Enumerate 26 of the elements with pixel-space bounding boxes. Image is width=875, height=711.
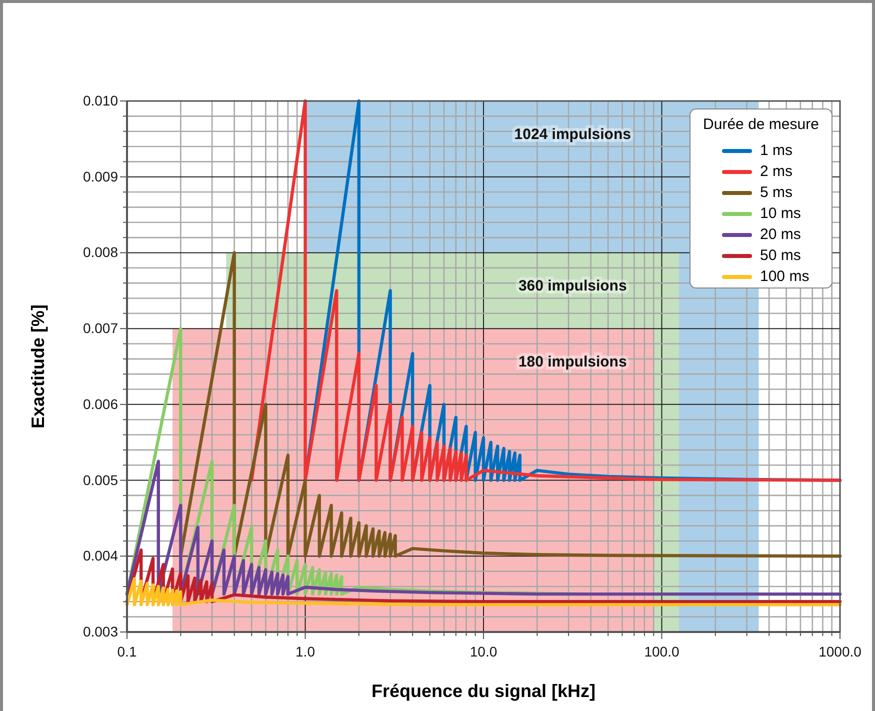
series-label: 360 impulsions: [518, 278, 627, 295]
legend-label: 50 ms: [760, 246, 801, 264]
x-tick-label: 1.0: [296, 643, 316, 660]
x-tick-label: 1000.0: [818, 643, 862, 660]
legend-label: 5 ms: [760, 184, 793, 201]
legend-label: 100 ms: [760, 268, 810, 285]
y-tick-label: 0.007: [82, 320, 118, 336]
series-label: 1024 impulsions: [514, 126, 631, 143]
x-tick-label: 0.1: [117, 643, 137, 660]
x-axis-title: Fréquence du signal [kHz]: [371, 681, 596, 701]
y-tick-label: 0.005: [82, 472, 118, 488]
x-tick-label: 10.0: [470, 643, 498, 660]
y-tick-label: 0.006: [82, 396, 118, 412]
y-tick-label: 0.008: [82, 244, 118, 260]
legend-title: Durée de mesure: [703, 116, 819, 133]
legend-label: 10 ms: [760, 204, 801, 222]
y-tick-label: 0.004: [82, 548, 118, 564]
y-axis-title: Exactitude [%]: [28, 304, 48, 429]
y-tick-label: 0.003: [82, 623, 118, 640]
legend-label: 20 ms: [760, 226, 801, 243]
y-tick-label: 0.010: [82, 92, 118, 108]
legend-label: 2 ms: [760, 162, 793, 180]
y-tick-label: 0.009: [82, 168, 118, 184]
x-tick-label: 100.0: [644, 643, 680, 660]
legend-label: 1 ms: [760, 142, 793, 159]
series-label: 180 impulsions: [518, 354, 627, 371]
